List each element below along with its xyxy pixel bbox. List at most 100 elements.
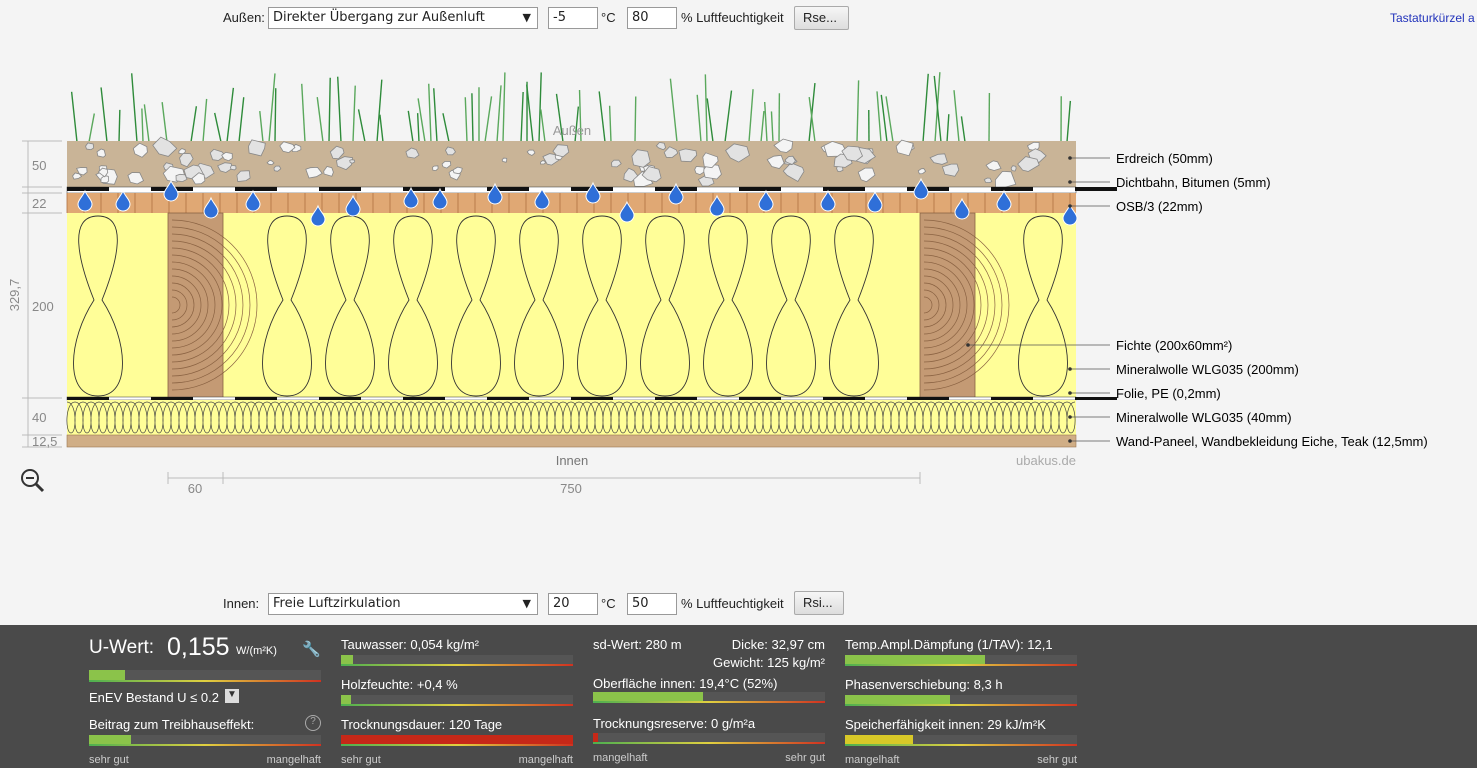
leader-dot [1068,367,1072,371]
greenhouse-bar [89,735,321,746]
scale-label: mangelhaft [845,754,899,766]
results-panel: U-Wert: 0,155 W/(m²K) 🔧 EnEV Bestand U ≤… [0,625,1477,768]
grass [215,113,221,142]
enev: EnEV Bestand U ≤ 0.2 [89,690,219,705]
layer-label: Folie, PE (0,2mm) [1116,386,1221,401]
panel-layer [67,435,1076,447]
grass [670,79,677,142]
zoom-icon[interactable] [22,470,43,491]
drying-time-bar [341,735,573,746]
grass [239,97,244,142]
foil-dash [571,397,613,400]
grass [144,104,149,142]
layer-label: Dichtbahn, Bitumen (5mm) [1116,175,1271,190]
inside-temperature[interactable]: 20 [548,593,598,615]
scale-label: sehr gut [785,752,825,764]
storage: Speicherfähigkeit innen: 29 kJ/m²K [845,717,1046,732]
membrane-dash [319,187,361,191]
stone [176,174,187,181]
inside-select[interactable]: Freie Luftzirkulation [268,593,538,615]
drying-time: Trocknungsdauer: 120 Tage [341,717,502,732]
grass [961,116,965,142]
help-icon[interactable]: ? [305,715,321,731]
stone [942,164,958,176]
temperature-unit: °C [601,596,616,611]
thickness-label: 200 [32,299,54,314]
stone [350,160,355,164]
scale-label: mangelhaft [267,754,321,766]
grass [497,85,501,142]
inside-label: Innen: [223,596,259,611]
surface-bar [593,692,825,703]
scale-label: mangelhaft [593,752,647,764]
membrane-dash [235,187,277,191]
phase-shift-bar [845,695,1077,706]
foil-dash [655,397,697,400]
leader-dot [1068,204,1072,208]
condensate: Tauwasser: 0,054 kg/m² [341,637,479,652]
grass [771,111,773,142]
width-label: 750 [560,481,582,496]
grass [472,93,473,142]
grass [697,95,701,142]
grass [857,80,859,142]
grass [329,78,330,142]
construction-diagram: Außen Innen ubakus.de 329,7 50 22 200 40… [0,0,1477,530]
grass [881,95,887,142]
grass [434,88,437,142]
scale-label: sehr gut [89,754,129,766]
phase-shift: Phasenverschiebung: 8,3 h [845,677,1003,692]
scale-label: sehr gut [1037,754,1077,766]
grass [275,88,276,142]
thickness-label: 22 [32,196,46,211]
grass [101,87,107,142]
drying-reserve-bar [593,733,825,744]
grass [599,91,605,142]
u-value: 0,155 [167,633,230,662]
stone [502,158,507,162]
leader-dot [1068,391,1072,395]
layer-label: Wand-Paneel, Wandbekleidung Eiche, Teak … [1116,434,1428,449]
grass [72,92,77,142]
leader-dot [1068,180,1072,184]
watermark: ubakus.de [1016,453,1076,468]
foil-dash [67,397,109,400]
width-label: 60 [188,481,202,496]
u-unit: W/(m²K) [236,645,277,657]
grass [269,73,275,142]
layer-label: Erdreich (50mm) [1116,151,1213,166]
membrane-dash [823,187,865,191]
rsi-button[interactable]: Rsi... [794,591,844,615]
foil-dash [1075,397,1117,400]
layer-label: Mineralwolle WLG035 (200mm) [1116,362,1299,377]
membrane-dash [991,187,1033,191]
grass [485,96,492,142]
grass [539,72,541,142]
greenhouse: Beitrag zum Treibhauseffekt: [89,717,254,732]
grass [923,74,928,142]
foil-dash [739,397,781,400]
grass [1067,101,1070,142]
thickness: Dicke: 32,97 cm [732,637,825,652]
sd-value: sd-Wert: 280 m [593,637,682,652]
outside-caption: Außen [553,123,591,138]
grass [359,109,365,142]
stone [1011,166,1016,171]
grass [947,114,949,142]
grass [227,88,233,142]
inside-humidity[interactable]: 50 [627,593,677,615]
grass [443,113,449,142]
grass [503,72,505,142]
foil-dash [991,397,1033,400]
foil-dash [823,397,865,400]
enev-dropdown[interactable]: ▼ [225,689,239,703]
grass [761,111,764,142]
grass [521,92,523,142]
grass [877,91,881,142]
grass [725,91,732,142]
grass [132,73,137,142]
damping: Temp.Ampl.Dämpfung (1/TAV): 12,1 [845,637,1053,652]
grass [203,99,207,142]
total-thickness: 329,7 [7,279,22,312]
settings-icon[interactable]: 🔧 [302,640,321,658]
